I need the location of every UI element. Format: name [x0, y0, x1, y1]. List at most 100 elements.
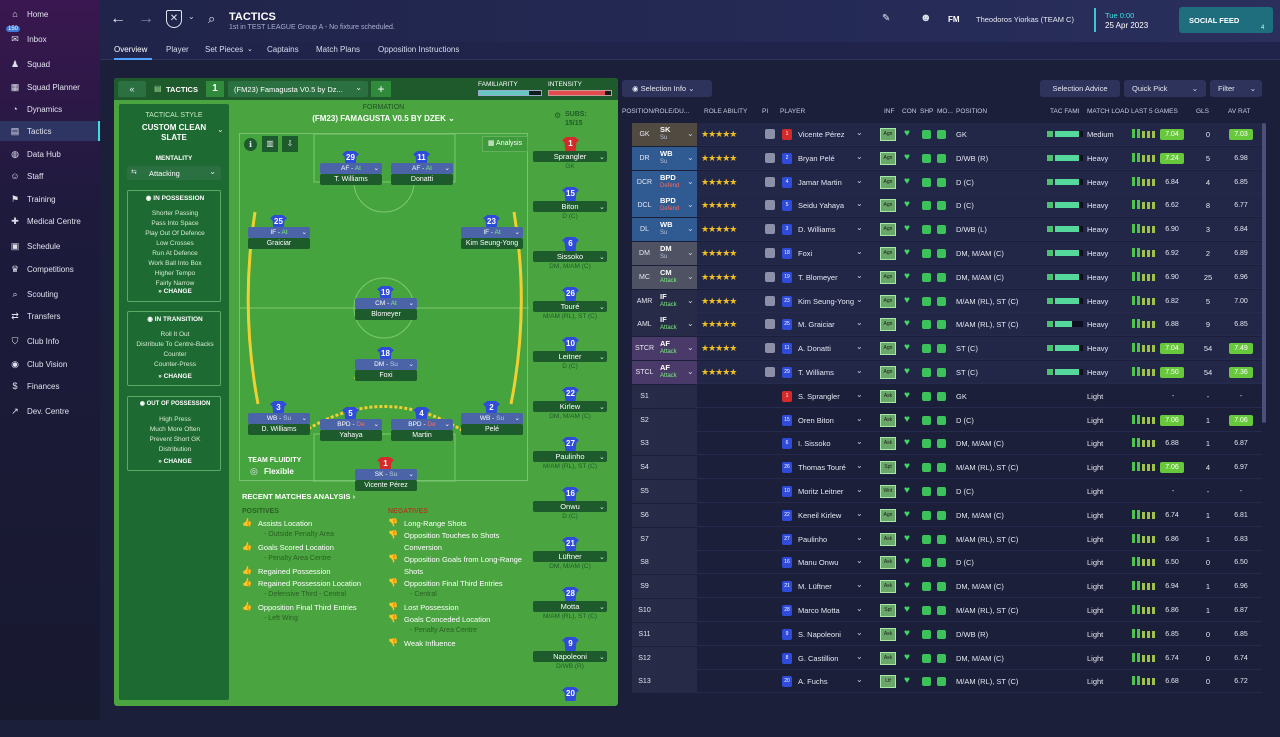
sub-player[interactable]: 21 Lüftner ⌄ DM, M/AM (C)	[528, 537, 614, 587]
player-name[interactable]: M. Graiciar	[798, 320, 835, 330]
table-row[interactable]: S11 9 S. Napoleoni ⌄ Ask ♥ D/WB (R) Light 6.85 0 6…	[632, 622, 1262, 646]
table-row[interactable]: S4 26 Thomas Touré ⌄ Spt ♥ M/AM (RL), ST (C) Li…	[632, 456, 1262, 480]
pi-icon[interactable]	[765, 248, 775, 258]
sub-player[interactable]: 10 Leitner ⌄ D (C)	[528, 337, 614, 387]
quick-pick-button[interactable]: Quick Pick ⌄	[1124, 80, 1206, 97]
back-icon[interactable]: ←	[110, 10, 126, 27]
role-select[interactable]: SK Su	[657, 123, 697, 146]
col-position[interactable]: POSITION	[956, 108, 988, 115]
pi-icon[interactable]	[765, 176, 775, 187]
pitch-player[interactable]: 29 AF - At ⌄ T. Williams	[320, 151, 382, 187]
role-select[interactable]: AF Attack	[657, 337, 697, 361]
manager-icon[interactable]: ☻	[920, 12, 932, 24]
sidebar-item-squad[interactable]: ♟ Squad	[0, 54, 100, 74]
formation-select[interactable]: (FM23) FAMAGUSTA V0.5 BY DZEK ⌄	[239, 114, 528, 123]
tactic-slot[interactable]: 1	[206, 81, 224, 97]
out-possession-change-button[interactable]: » CHANGE	[158, 458, 192, 465]
in-possession-change-button[interactable]: » CHANGE	[158, 288, 192, 295]
player-name[interactable]: Oren Biton	[798, 415, 834, 425]
manager-name[interactable]: Theodoros Yiorkas (TEAM C)	[976, 15, 1074, 24]
col-player[interactable]: PLAYER	[780, 108, 806, 115]
player-name[interactable]: D. Williams	[798, 225, 836, 235]
table-row[interactable]: DR WB Su ⌄ ★★★★★ 2 Bryan Pelé ⌄ Agn ♥ D/WB (R) Heav…	[632, 146, 1262, 170]
tab-set-pieces[interactable]: Set Pieces	[205, 45, 244, 54]
sidebar-item-home[interactable]: ⌂ Home	[0, 4, 100, 24]
pitch-player[interactable]: 1 SK - Su ⌄ Vicente Pérez	[355, 457, 417, 493]
tab-overview[interactable]: Overview	[114, 42, 152, 60]
pi-icon[interactable]	[765, 224, 775, 235]
stats-icon[interactable]: ▥	[262, 136, 278, 152]
table-row[interactable]: DCL BPD Defend ⌄ ★★★★★ 5 Seidu Yahaya ⌄ Agn ♥ D (C…	[632, 194, 1262, 218]
sub-player[interactable]: 26 Touré ⌄ M/AM (RL), ST (C)	[528, 287, 614, 337]
pi-icon[interactable]	[765, 367, 775, 377]
player-name[interactable]: Moritz Leitner	[798, 487, 844, 496]
table-row[interactable]: S8 16 Manu Onwu ⌄ Ask ♥ D (C) Light 6.50 0 6.50	[632, 551, 1262, 575]
chevron-down-icon[interactable]: ⌄	[188, 12, 195, 21]
player-role[interactable]: CM - At ⌄	[355, 298, 417, 309]
player-role[interactable]: DM - Su ⌄	[355, 359, 417, 370]
club-crest-icon[interactable]: ✕	[166, 10, 182, 28]
player-name[interactable]: S. Napoleoni	[798, 629, 841, 639]
recent-matches-analysis-link[interactable]: RECENT MATCHES ANALYSIS ›	[242, 492, 356, 501]
player-name[interactable]: Kim Seung-Yong	[798, 296, 855, 306]
player-role[interactable]: SK - Su ⌄	[355, 469, 417, 480]
table-row[interactable]: S3 6 I. Sissoko ⌄ Ask ♥ DM, M/AM (C) Light 6.88 1…	[632, 432, 1262, 456]
sidebar-item-staff[interactable]: ☺ Staff	[0, 166, 100, 186]
social-feed-button[interactable]: SOCIAL FEED 4	[1179, 7, 1273, 33]
col-con[interactable]: CON	[902, 108, 917, 115]
col-shp[interactable]: SHP	[920, 108, 934, 115]
player-name[interactable]: S. Sprangler	[798, 391, 840, 401]
player-name[interactable]: Paulinho	[798, 534, 828, 544]
table-row[interactable]: DCR BPD Defend ⌄ ★★★★★ 4 Jamar Martin ⌄ Agn ♥ D (C…	[632, 170, 1262, 194]
player-role[interactable]: BPD - De ⌄	[320, 419, 382, 430]
role-select[interactable]: WB Su	[657, 146, 697, 170]
col-tac-fami[interactable]: TAC FAMI	[1050, 108, 1080, 115]
collapse-icon[interactable]: «	[118, 81, 146, 97]
table-row[interactable]: AML IF Attack ⌄ ★★★★★ 25 M. Graiciar ⌄ Agn ♥ M/AM …	[632, 313, 1262, 337]
table-row[interactable]: DL WB Su ⌄ ★★★★★ 3 D. Williams ⌄ Agn ♥ D/WB (L) Hea…	[632, 218, 1262, 242]
table-row[interactable]: S13 20 A. Fuchs ⌄ Ltf ♥ M/AM (RL), ST (C) Light…	[632, 670, 1262, 694]
player-name[interactable]: Foxi	[798, 249, 813, 258]
table-row[interactable]: MC CM Attack ⌄ ★★★★★ 19 T. Blomeyer ⌄ Agn ♥ DM, M/…	[632, 265, 1262, 289]
table-row[interactable]: S12 8 G. Castillion ⌄ Ask ♥ DM, M/AM (C) Light 6…	[632, 646, 1262, 670]
filter-button[interactable]: Filter ⌄	[1210, 80, 1262, 97]
selection-info-button[interactable]: ◉ Selection Info ⌄	[622, 80, 712, 97]
pitch-player[interactable]: 11 AF - At ⌄ Donatti	[391, 151, 453, 187]
sidebar-item-tactics[interactable]: ▤ Tactics	[0, 121, 100, 141]
pi-icon[interactable]	[765, 271, 775, 282]
pitch-player[interactable]: 18 DM - Su ⌄ Foxi	[355, 347, 417, 383]
search-icon[interactable]: ⌕	[208, 11, 216, 26]
sidebar-item-finances[interactable]: $ Finances	[0, 376, 100, 396]
edit-icon[interactable]: ✎	[882, 13, 891, 24]
pi-icon[interactable]	[765, 152, 775, 163]
col-last-5-games[interactable]: LAST 5 GAMES	[1131, 108, 1178, 115]
sidebar-item-club-vision[interactable]: ◉ Club Vision	[0, 354, 100, 374]
col-av-rat[interactable]: AV RAT	[1228, 108, 1251, 115]
tab-captains[interactable]: Captains	[267, 45, 299, 54]
analysis-button[interactable]: ▦ Analysis	[482, 136, 528, 152]
table-row[interactable]: STCL AF Attack ⌄ ★★★★★ 29 T. Williams ⌄ Agn ♥ ST (…	[632, 361, 1262, 384]
table-row[interactable]: STCR AF Attack ⌄ ★★★★★ 11 A. Donatti ⌄ Agn ♥ ST (C…	[632, 337, 1262, 361]
tab-player[interactable]: Player	[166, 45, 189, 54]
sidebar-item-data-hub[interactable]: ◍ Data Hub	[0, 144, 100, 164]
role-select[interactable]: DM Su	[657, 242, 697, 265]
scrollbar[interactable]	[1262, 123, 1266, 423]
table-row[interactable]: S6 22 Keneil Kirlew ⌄ Agn ♥ DM, M/AM (C) Light 6…	[632, 503, 1262, 527]
mentality-select[interactable]: ⇆ Attacking ⌄	[127, 166, 221, 180]
player-name[interactable]: T. Blomeyer	[798, 272, 838, 282]
player-name[interactable]: M. Lüftner	[798, 582, 832, 592]
role-select[interactable]: BPD Defend	[657, 170, 697, 194]
sub-player[interactable]: 15 Biton ⌄ D (C)	[528, 187, 614, 237]
pi-icon[interactable]	[765, 200, 775, 211]
pitch-player[interactable]: 23 IF - At ⌄ Kim Seung-Yong	[461, 215, 523, 251]
role-select[interactable]: IF Attack	[657, 313, 697, 337]
player-name[interactable]: Seidu Yahaya	[798, 201, 845, 211]
sidebar-item-training[interactable]: ⚑ Training	[0, 189, 100, 209]
player-role[interactable]: WB - Su ⌄	[248, 413, 310, 424]
table-row[interactable]: S2 15 Oren Biton ⌄ Ask ♥ D (C) Light 7.06 1 7.06	[632, 408, 1262, 432]
col-position-role[interactable]: POSITION/ROLE/DU...	[622, 108, 690, 115]
tactical-style-name[interactable]: CUSTOM CLEAN SLATE	[141, 123, 207, 142]
role-select[interactable]: BPD Defend	[657, 194, 697, 218]
sub-player[interactable]: 22 Kirlew ⌄ DM, M/AM (C)	[528, 387, 614, 437]
table-row[interactable]: S10 28 Marco Motta ⌄ Spt ♥ M/AM (RL), ST (C) Li…	[632, 599, 1262, 622]
